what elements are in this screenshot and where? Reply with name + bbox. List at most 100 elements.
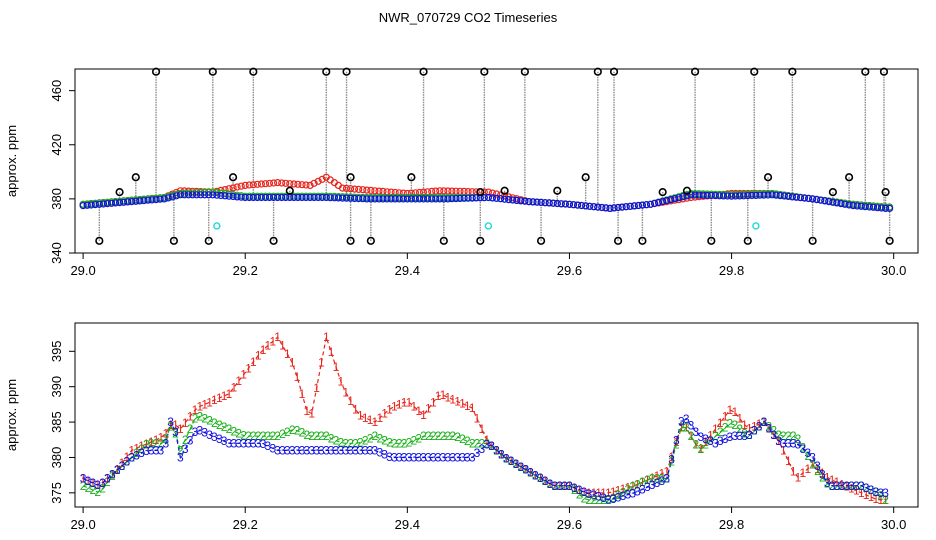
series-1-marker: 1 [265,339,272,353]
series-3-point [188,191,197,199]
series-3-point [776,192,784,200]
series-3-point [857,202,865,210]
bottom-y-tick-label: 395 [49,340,64,362]
series-1-point [253,180,261,188]
series-1-marker: 1 [663,465,670,479]
series-3-marker: 3 [615,491,622,505]
series-3-marker: 3 [877,486,884,500]
series-3-marker: 3 [590,488,597,502]
series-2-marker: 2 [430,429,437,443]
series-2-marker: 2 [488,439,495,453]
series-3-marker: 3 [663,472,670,486]
series-3-point [772,191,780,199]
series-1-marker: 1 [255,349,262,363]
series-1-marker: 1 [595,486,602,500]
series-3-point [432,195,440,203]
series-3-marker: 3 [483,438,490,452]
series-1-marker: 1 [109,467,116,481]
series-1-point [403,189,411,198]
series-1-marker: 1 [235,374,242,388]
series-3-marker: 3 [342,443,349,457]
series-1-marker: 1 [493,443,500,457]
series-3-point [865,203,874,211]
series-2-marker: 2 [629,480,636,494]
series-2-marker: 2 [255,429,262,443]
series-2-marker: 2 [610,491,617,505]
series-3-point [452,195,460,203]
series-3-marker: 3 [727,430,734,444]
series-3-marker: 3 [717,434,724,448]
series-3-point [225,192,233,200]
series-3-marker: 3 [503,451,510,465]
series-3-marker: 3 [785,436,792,450]
series-3-point [136,197,144,205]
series-3-point [711,192,720,200]
series-3-point [679,193,687,201]
series-3-point [853,202,861,210]
series-2-marker: 2 [552,479,559,493]
series-1-marker: 1 [289,356,296,370]
series-3-point [302,193,310,202]
bottom-x-tick-label: 30.0 [881,517,906,532]
series-2-marker: 2 [819,470,826,484]
series-3-marker: 3 [401,451,408,465]
series-1-marker: 1 [177,422,184,436]
series-1-point [310,179,318,187]
series-2-marker: 2 [420,429,427,443]
series-3-point [436,195,444,203]
spike-point [169,236,178,245]
series-1-line [82,336,886,501]
series-1-marker: 1 [211,393,218,407]
series-1-marker: 1 [717,416,724,430]
series-1-marker: 1 [571,481,578,495]
series-3-marker: 3 [547,477,554,491]
series-3-marker: 3 [284,443,291,457]
spike-point [342,67,351,76]
series-3-marker: 3 [595,490,602,504]
series-3-point [748,191,756,200]
series-1-marker: 1 [338,375,345,389]
series-2-marker: 2 [853,479,860,493]
series-3-point [586,202,594,210]
series-3-point [403,195,411,203]
series-2-marker: 2 [313,429,320,443]
top-x-tick-label: 29.6 [557,263,582,278]
series-2-marker: 2 [406,436,413,450]
series-3-point [654,198,663,206]
series-3-marker: 3 [235,436,242,450]
series-2-marker: 2 [712,429,719,443]
series-1-marker: 1 [153,433,160,447]
series-1-marker: 1 [420,408,427,422]
spike-point [228,173,238,182]
series-1-marker: 1 [503,451,510,465]
series-1-marker: 1 [488,439,495,453]
series-2-marker: 2 [498,448,505,462]
series-3-point [561,200,570,208]
series-3-point [233,193,241,201]
top-x-tick-label: 29.2 [233,263,258,278]
series-3-marker: 3 [814,459,821,473]
series-3-point [229,192,237,201]
series-1-marker: 1 [435,389,442,403]
series-3-point [618,203,626,211]
series-3-marker: 3 [556,479,563,493]
series-3-point [740,192,748,200]
series-3-point [115,199,124,207]
series-2-marker: 2 [352,436,359,450]
series-2-marker: 2 [128,451,135,465]
series-2-marker: 2 [683,421,690,435]
series-3-point [630,202,638,210]
series-1-marker: 1 [873,492,880,506]
series-3-point [111,199,120,207]
series-3-point [294,193,302,202]
series-2-marker: 2 [328,431,335,445]
series-3-point [764,191,772,199]
series-2-marker: 2 [600,493,607,507]
series-3-point [205,191,213,199]
series-2-marker: 2 [425,429,432,443]
series-1-marker: 1 [644,473,651,487]
series-3-point [501,195,509,203]
series-3-marker: 3 [396,451,403,465]
series-1-marker: 1 [226,387,233,401]
spike-point [439,236,448,245]
